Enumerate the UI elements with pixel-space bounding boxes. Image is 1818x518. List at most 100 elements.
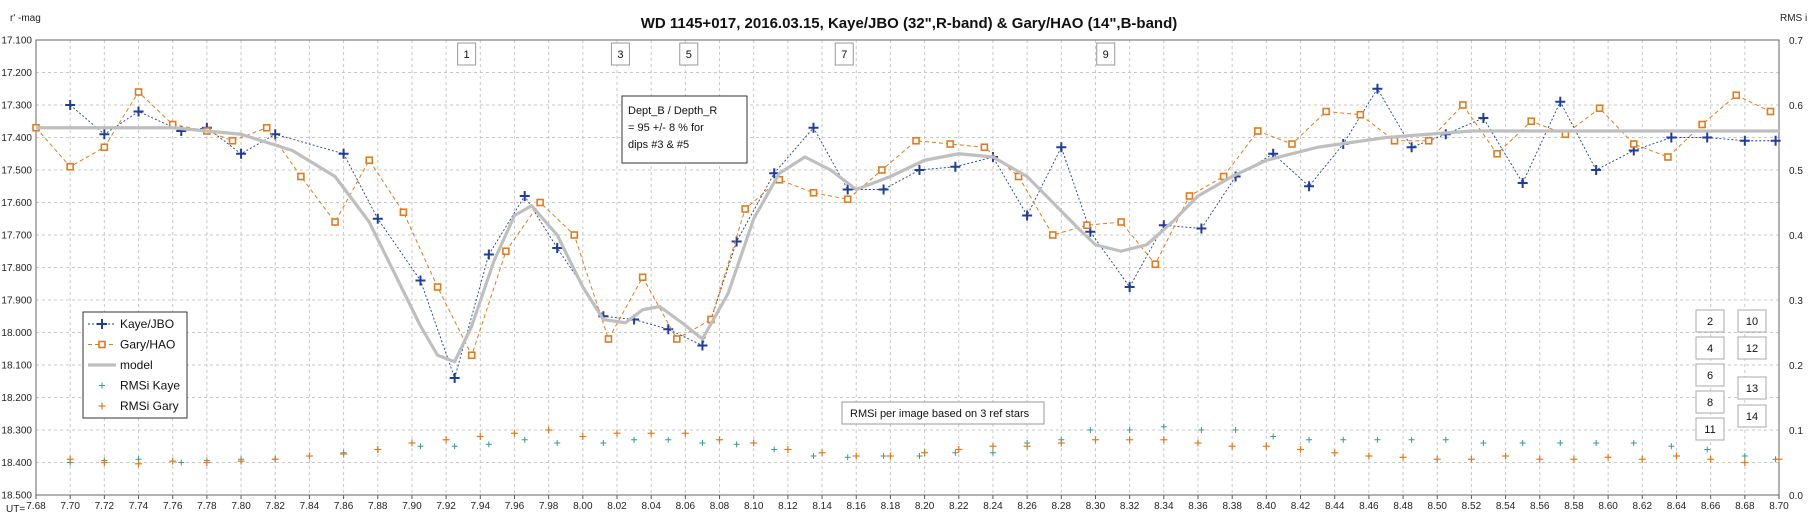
rms-gary-point (510, 429, 518, 437)
gary-point (946, 140, 955, 148)
gary-point (262, 123, 271, 132)
x-tick-label: 8.60 (1598, 501, 1618, 512)
key-box-text: 2 (1707, 316, 1713, 328)
rms-kaye-point (1557, 440, 1564, 446)
kaye-point (483, 249, 494, 260)
dip-label-7: 7 (834, 42, 854, 66)
rms-gary-point (169, 457, 177, 465)
kaye-point (133, 106, 144, 117)
chart-title: WD 1145+017, 2016.03.15, Kaye/JBO (32",R… (641, 15, 1178, 32)
gary-point (1083, 221, 1091, 230)
kaye-point (697, 340, 708, 351)
rms-kaye-point (665, 436, 672, 443)
rms-gary-point (1775, 455, 1783, 463)
x-tick-label: 8.32 (1120, 501, 1140, 512)
legend-entry: RMSi Gary (98, 399, 179, 413)
kaye-point (1702, 132, 1713, 143)
x-tick-label: 7.80 (231, 501, 251, 512)
x-tick-label: 8.16 (847, 501, 867, 512)
gary-line (35, 91, 1771, 357)
depth-ratio-note: Dept_B / Depth_R = 95 +/- 8 % for dips #3 … (621, 95, 748, 164)
x-tick-label: 8.46 (1359, 501, 1379, 512)
kaye-point (449, 373, 460, 383)
rms-gary-point (1057, 439, 1065, 447)
rms-kaye-point (1668, 443, 1675, 450)
gary-point (1254, 127, 1262, 135)
rms-gary-point (340, 450, 348, 458)
gary-point (536, 198, 544, 207)
gary-point (1356, 110, 1365, 119)
y2-tick-label: 0.3 (1789, 296, 1803, 307)
gary-point (673, 335, 681, 343)
axes (35, 39, 1780, 499)
x-tick-labels: 7.68 7.70 7.72 7.74 7.76 7.78 7.80 7.82 7.84 7.86… (26, 501, 1789, 512)
y-tick-label: 17.500 (1, 166, 32, 177)
gary-point (134, 88, 143, 96)
gary-point (741, 205, 749, 213)
kaye-point (65, 100, 76, 110)
rms-kaye-point (916, 453, 923, 459)
gary-point (1698, 120, 1706, 129)
rms-kaye-point (733, 441, 740, 448)
rms-kaye-point (1232, 427, 1239, 433)
rms-gary-point (203, 459, 211, 466)
x-tick-label: 8.38 (1222, 501, 1242, 512)
kaye-point (1666, 132, 1677, 143)
kaye-point (1124, 282, 1135, 292)
y2-tick-label: 0.5 (1789, 166, 1803, 177)
y2-tick-label: 0.0 (1789, 491, 1803, 502)
x-tick-label: 8.14 (812, 501, 832, 512)
kaye-point (270, 129, 281, 140)
kaye-point (731, 236, 742, 247)
x-tick-label: 8.36 (1188, 501, 1208, 512)
rms-gary-point (1536, 455, 1544, 463)
rms-gary-point (374, 446, 382, 453)
rms-gary-point (1638, 455, 1646, 463)
x-tick-label: 8.68 (1735, 501, 1755, 512)
legend: Kaye/JBO Gary/HAO model RMSi Kaye RMSi Gary (82, 311, 188, 419)
x-tick-label: 8.52 (1462, 501, 1482, 512)
legend-label: Gary/HAO (120, 338, 175, 352)
x-tick-label: 8.64 (1667, 501, 1687, 512)
x-tick-label: 8.30 (1086, 501, 1106, 512)
x-tick-label: 7.96 (505, 501, 525, 512)
kaye-point (1591, 165, 1602, 175)
rms-kaye-point (417, 443, 424, 450)
rms-gary-point (1194, 439, 1202, 447)
rms-gary-point (442, 436, 450, 444)
rms-gary-point (1604, 453, 1612, 461)
x-tick-label: 8.12 (778, 501, 798, 512)
rms-kaye-point (1480, 440, 1487, 446)
y-axis-label: r' -mag (10, 13, 41, 24)
x-tick-label: 7.70 (60, 501, 80, 512)
model-curve (36, 126, 1779, 364)
gary-point (1219, 172, 1228, 181)
legend-entry: Kaye/JBO (88, 317, 174, 331)
rms-gary-point (647, 429, 655, 437)
gary-point (809, 188, 818, 197)
y-tick-label: 17.700 (1, 231, 32, 242)
y2-tick-label: 0.6 (1789, 101, 1803, 112)
gary-point (1014, 172, 1023, 181)
rms-gary-point (921, 449, 929, 457)
key-box-8: 8 (1695, 390, 1725, 414)
gary-point (365, 156, 374, 165)
legend-rms-gary-marker (98, 402, 106, 410)
key-box-13: 13 (1737, 376, 1767, 400)
x-tick-label: 8.28 (1052, 501, 1072, 512)
rms-gary-point (1023, 442, 1031, 450)
gary-point (1493, 149, 1501, 158)
rms-kaye-point (1408, 436, 1415, 443)
plot-frame (35, 39, 1780, 496)
key-box-10: 10 (1737, 309, 1767, 333)
kaye-point (1517, 178, 1528, 188)
x-tick-label: 7.90 (402, 501, 422, 512)
x-tick-label: 8.02 (607, 501, 627, 512)
rms-kaye-point (989, 449, 996, 456)
y-tick-label: 17.900 (1, 296, 32, 307)
rms-kaye-point (1340, 436, 1347, 443)
rms-gary-point (784, 446, 792, 453)
rms-kaye-point (178, 459, 185, 466)
x-tick-label: 8.24 (983, 501, 1003, 512)
